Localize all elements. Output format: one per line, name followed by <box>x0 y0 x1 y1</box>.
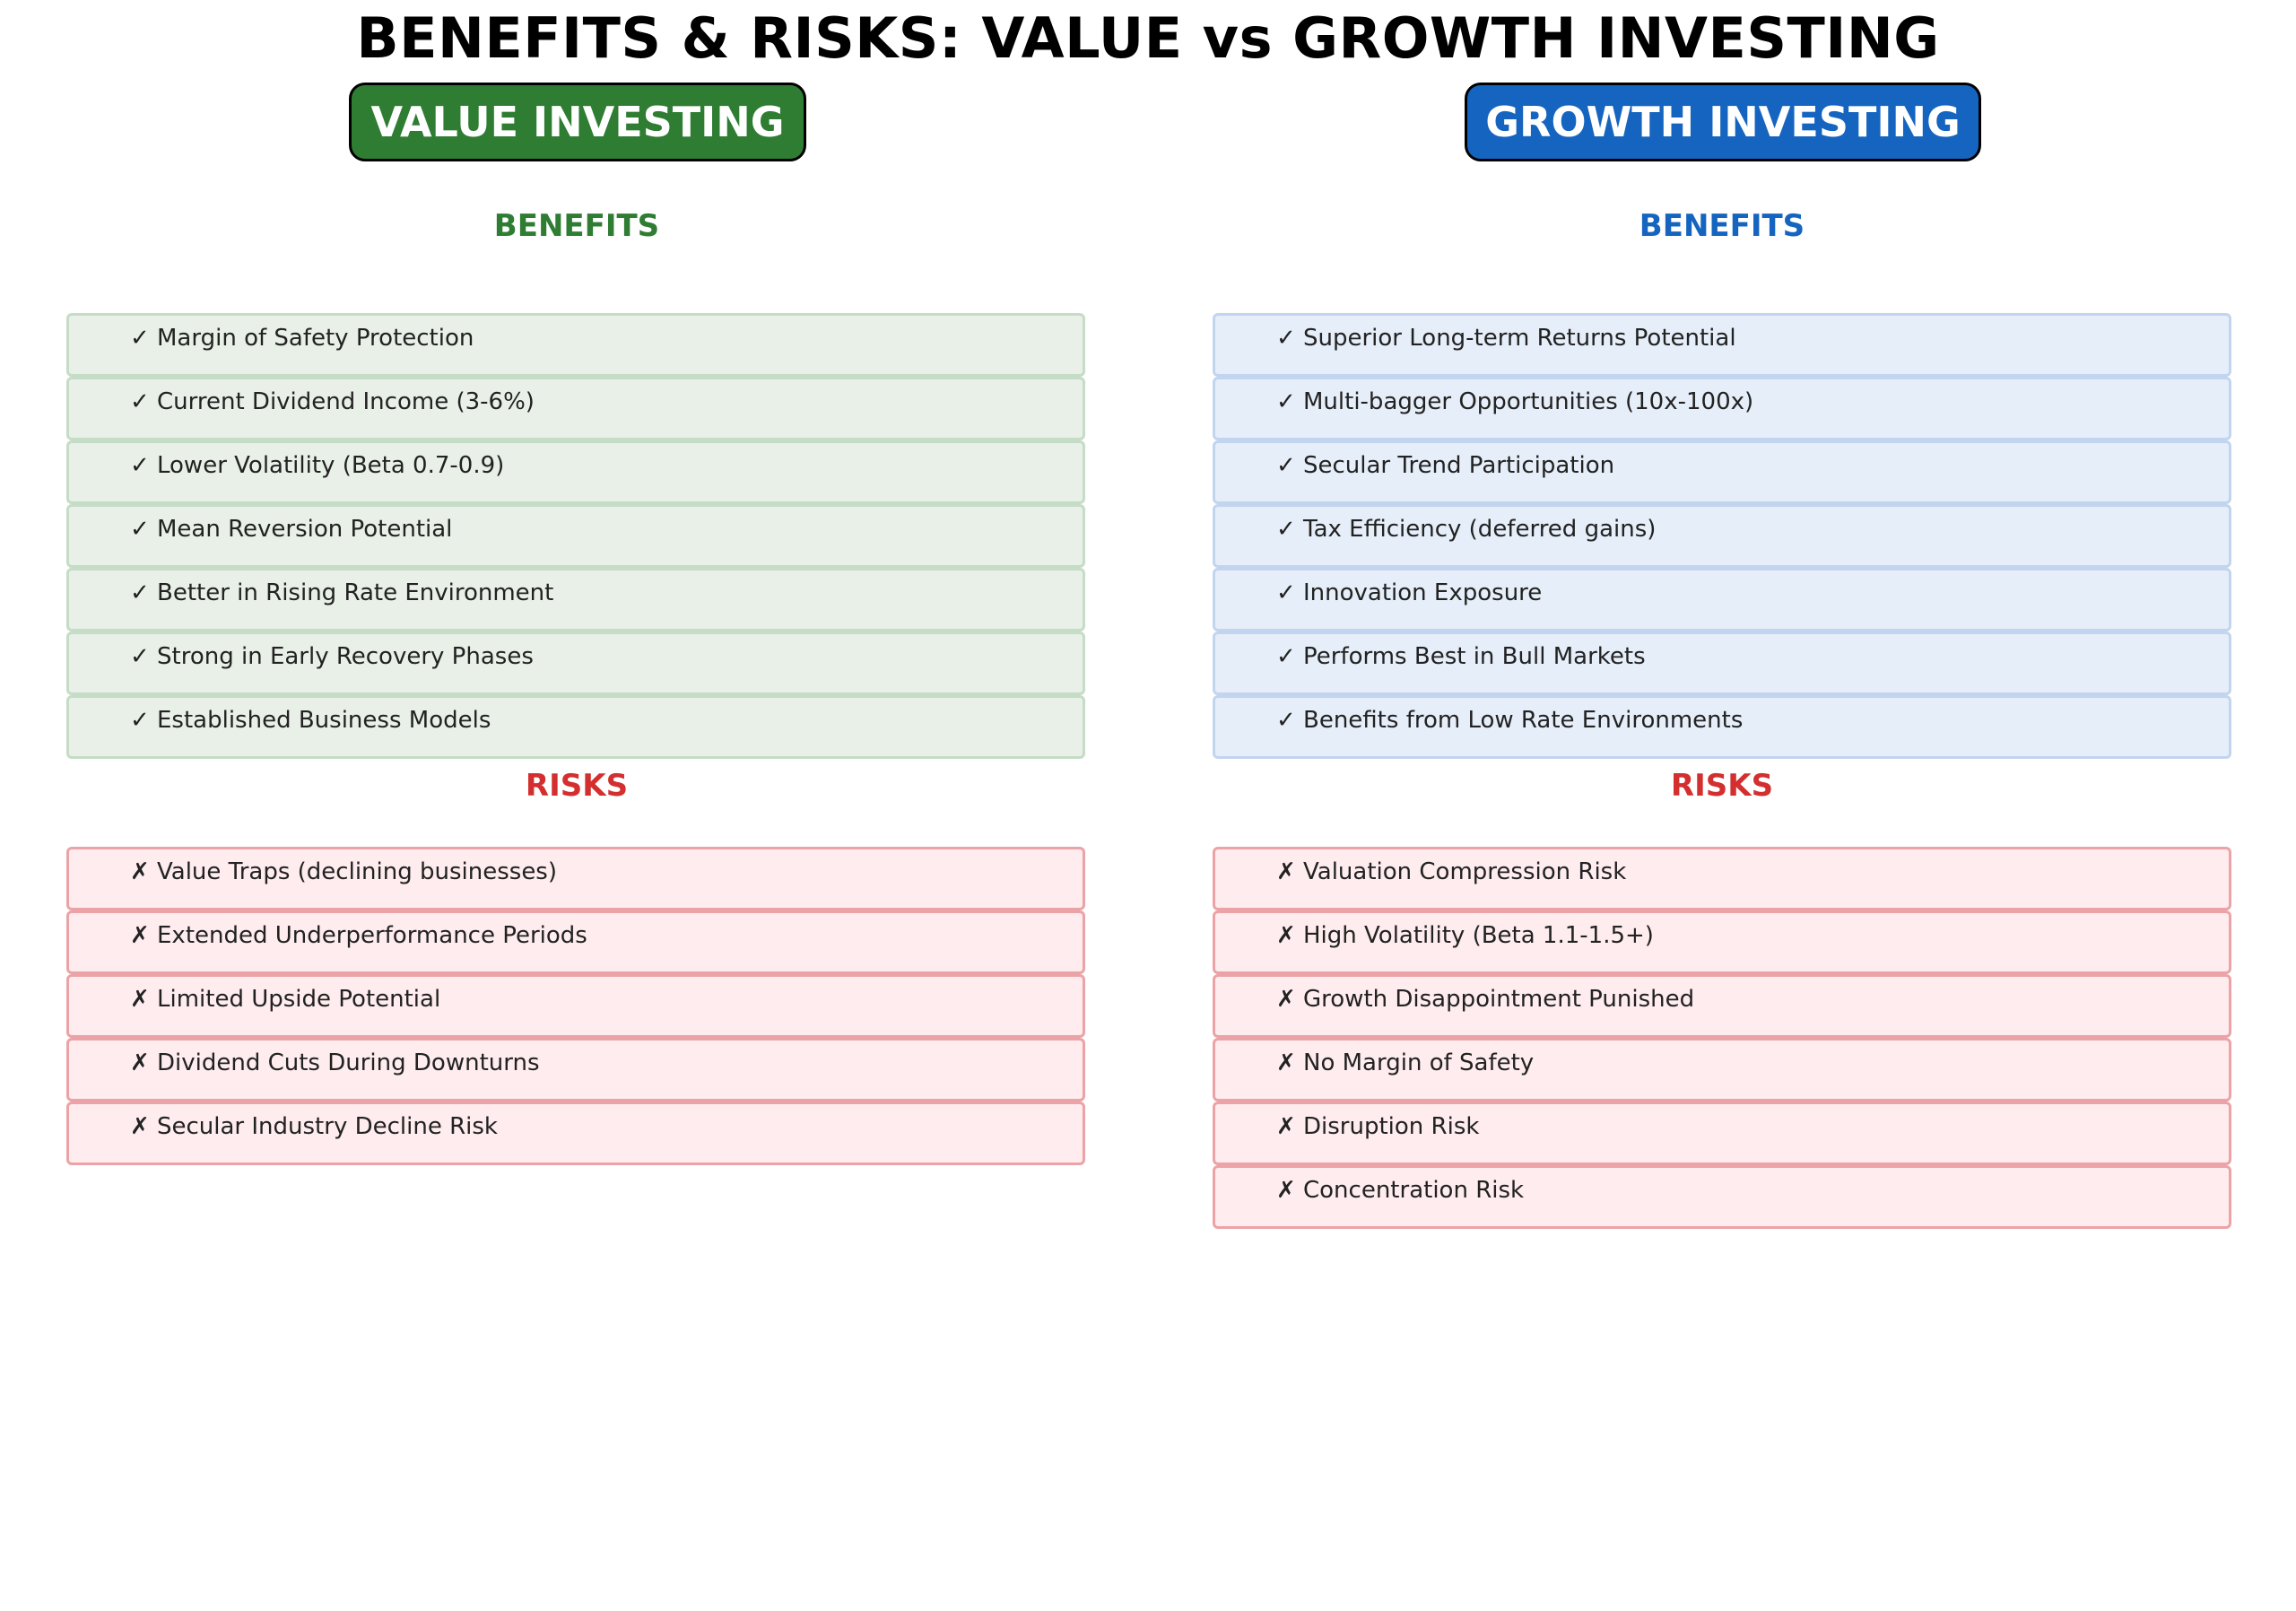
cross-icon: ✗ <box>130 986 150 1013</box>
list-item: ✗ Extended Underperformance Periods <box>66 910 1085 974</box>
check-icon: ✓ <box>130 516 150 543</box>
value-risks-heading: RISKS <box>525 768 629 804</box>
list-item: ✓ Mean Reversion Potential <box>66 504 1085 568</box>
check-icon: ✓ <box>1276 579 1296 606</box>
cross-icon: ✗ <box>130 922 150 949</box>
check-icon: ✓ <box>1276 516 1296 543</box>
cross-icon: ✗ <box>1276 858 1296 885</box>
page-title: BENEFITS & RISKS: VALUE vs GROWTH INVEST… <box>356 5 1940 71</box>
growth-benefits-list: ✓ Superior Long-term Returns Potential ✓ M… <box>1213 313 2231 759</box>
check-icon: ✓ <box>1276 643 1296 670</box>
list-item: ✓ Secular Trend Participation <box>1213 440 2231 504</box>
list-item: ✓ Established Business Models <box>66 695 1085 759</box>
list-item: ✗ Growth Disappointment Punished <box>1213 974 2231 1038</box>
check-icon: ✓ <box>130 388 150 415</box>
cross-icon: ✗ <box>1276 1049 1296 1076</box>
growth-risks-heading: RISKS <box>1670 768 1774 804</box>
cross-icon: ✗ <box>130 858 150 885</box>
cross-icon: ✗ <box>130 1049 150 1076</box>
cross-icon: ✗ <box>1276 1177 1296 1204</box>
value-benefits-list: ✓ Margin of Safety Protection ✓ Current Di… <box>66 313 1085 759</box>
list-item: ✗ High Volatility (Beta 1.1-1.5+) <box>1213 910 2231 974</box>
check-icon: ✓ <box>130 707 150 734</box>
check-icon: ✓ <box>130 325 150 352</box>
list-item: ✓ Innovation Exposure <box>1213 568 2231 631</box>
list-item: ✓ Tax Efficiency (deferred gains) <box>1213 504 2231 568</box>
check-icon: ✓ <box>1276 388 1296 415</box>
list-item: ✓ Performs Best in Bull Markets <box>1213 631 2231 695</box>
growth-risks-list: ✗ Valuation Compression Risk ✗ High Volati… <box>1213 847 2231 1229</box>
check-icon: ✓ <box>130 643 150 670</box>
list-item: ✗ Dividend Cuts During Downturns <box>66 1038 1085 1102</box>
growth-investing-header: GROWTH INVESTING <box>1465 83 1981 161</box>
list-item: ✓ Current Dividend Income (3-6%) <box>66 377 1085 440</box>
growth-benefits-heading: BENEFITS <box>1639 208 1805 244</box>
list-item: ✓ Margin of Safety Protection <box>66 313 1085 377</box>
list-item: ✗ Value Traps (declining businesses) <box>66 847 1085 910</box>
list-item: ✓ Strong in Early Recovery Phases <box>66 631 1085 695</box>
check-icon: ✓ <box>130 452 150 479</box>
list-item: ✓ Lower Volatility (Beta 0.7-0.9) <box>66 440 1085 504</box>
value-investing-header: VALUE INVESTING <box>349 83 806 161</box>
list-item: ✓ Benefits from Low Rate Environments <box>1213 695 2231 759</box>
value-benefits-heading: BENEFITS <box>493 208 660 244</box>
list-item: ✗ No Margin of Safety <box>1213 1038 2231 1102</box>
list-item: ✓ Multi-bagger Opportunities (10x-100x) <box>1213 377 2231 440</box>
check-icon: ✓ <box>1276 707 1296 734</box>
list-item: ✗ Valuation Compression Risk <box>1213 847 2231 910</box>
check-icon: ✓ <box>130 579 150 606</box>
cross-icon: ✗ <box>1276 1113 1296 1140</box>
list-item: ✗ Disruption Risk <box>1213 1102 2231 1165</box>
list-item: ✗ Concentration Risk <box>1213 1165 2231 1229</box>
cross-icon: ✗ <box>1276 986 1296 1013</box>
list-item: ✗ Limited Upside Potential <box>66 974 1085 1038</box>
value-risks-list: ✗ Value Traps (declining businesses) ✗ Ext… <box>66 847 1085 1165</box>
list-item: ✓ Better in Rising Rate Environment <box>66 568 1085 631</box>
check-icon: ✓ <box>1276 325 1296 352</box>
check-icon: ✓ <box>1276 452 1296 479</box>
cross-icon: ✗ <box>1276 922 1296 949</box>
list-item: ✓ Superior Long-term Returns Potential <box>1213 313 2231 377</box>
cross-icon: ✗ <box>130 1113 150 1140</box>
list-item: ✗ Secular Industry Decline Risk <box>66 1102 1085 1165</box>
